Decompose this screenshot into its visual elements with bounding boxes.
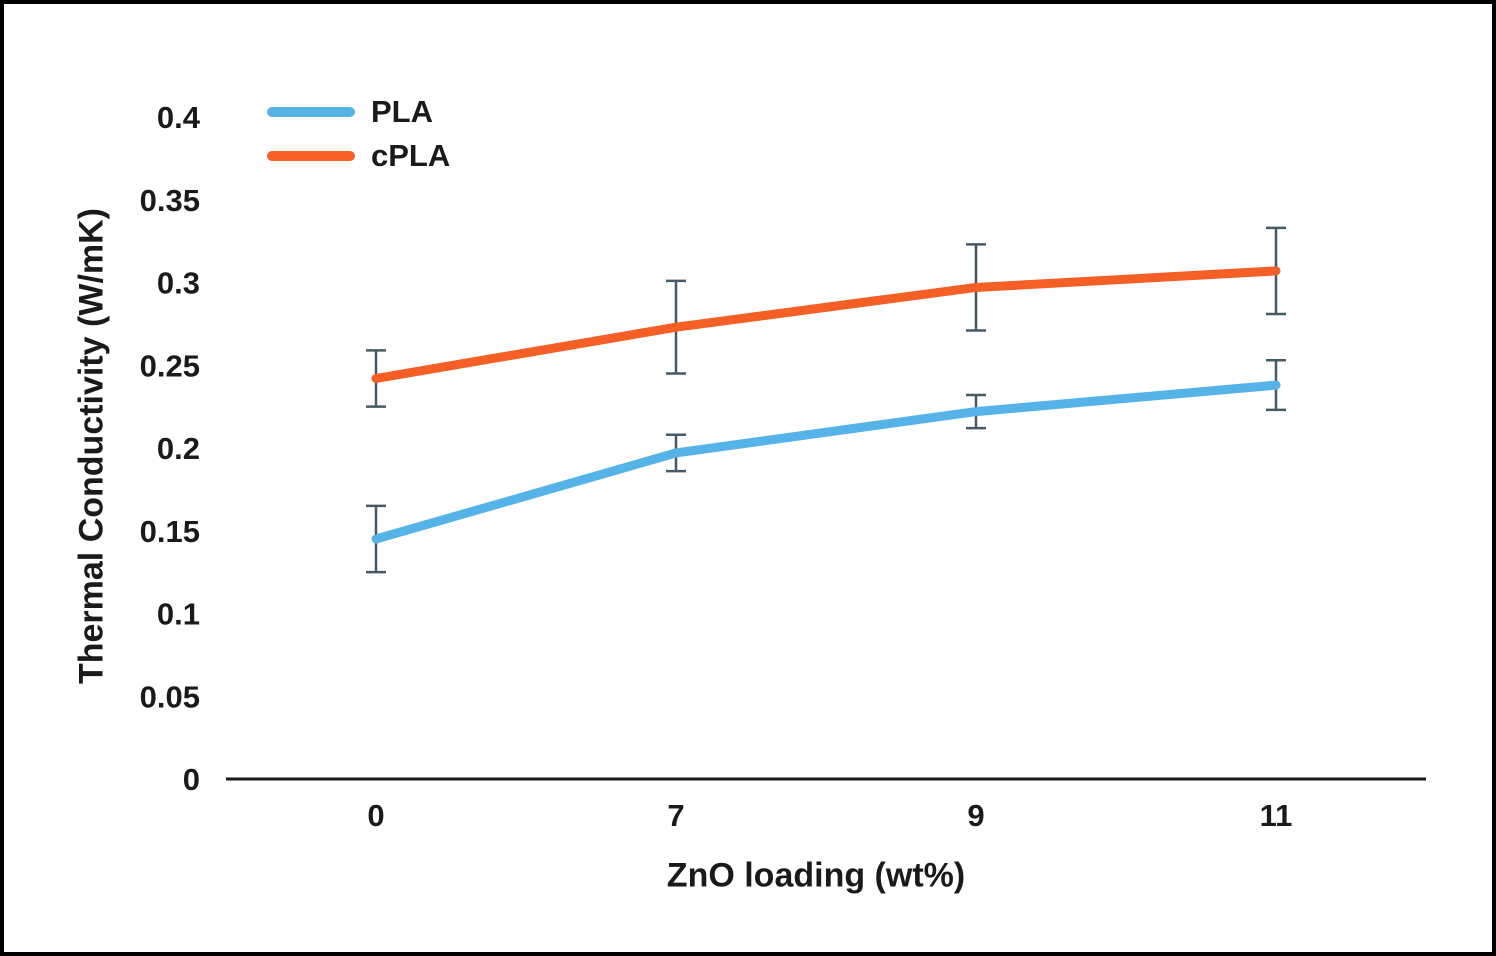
x-tick-label: 11 (1260, 798, 1293, 833)
y-tick-label: 0.15 (140, 514, 200, 549)
pla-line-swatch (267, 106, 355, 117)
y-tick-label: 0.35 (140, 183, 200, 218)
legend-item-cpla: cPLA (267, 140, 450, 171)
cpla-line-swatch (267, 150, 355, 161)
y-tick-label: 0.1 (157, 597, 200, 632)
series-line-pla (371, 380, 1281, 544)
y-tick-label: 0 (183, 762, 200, 797)
y-tick-label: 0.4 (157, 100, 201, 135)
y-tick-label: 0.2 (157, 431, 200, 466)
x-axis-title: ZnO loading (wt%) (666, 856, 966, 895)
line-chart: 0 0.05 0.1 0.15 0.2 0.25 0.3 0.35 0.4 0 7 9 11 (140, 100, 1426, 833)
error-bars-cpla (366, 226, 1286, 408)
y-tick-label: 0.3 (157, 266, 200, 301)
legend-item-pla: PLA (267, 96, 450, 127)
series-line-cpla (371, 266, 1281, 383)
x-tick-label: 7 (667, 798, 684, 833)
x-tick-label: 0 (367, 798, 384, 833)
y-tick-label: 0.25 (140, 348, 200, 383)
x-tick-label: 9 (967, 798, 984, 833)
chart-legend: PLA cPLA (267, 96, 450, 171)
y-tick-label: 0.05 (140, 679, 200, 714)
y-axis-title: Thermal Conductivity (W/mK) (72, 207, 111, 685)
pla-series-label: PLA (371, 94, 433, 129)
cpla-series-label: cPLA (371, 138, 451, 173)
